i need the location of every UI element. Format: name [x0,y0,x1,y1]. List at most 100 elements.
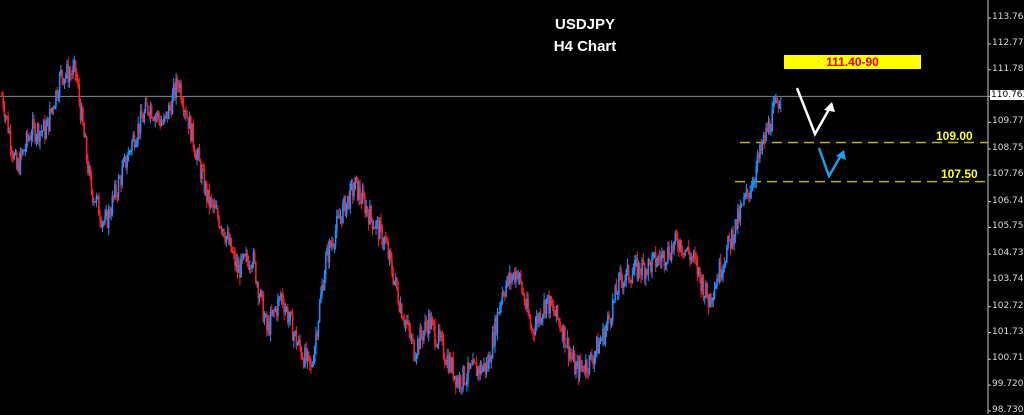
candle-body [458,376,461,387]
candle-body [464,383,467,385]
candle-body [443,357,446,363]
candle-body [567,337,570,359]
y-tick-label: 108.750 [992,143,1024,153]
candle-body [381,225,383,245]
candle-body [318,302,321,322]
candle-body [733,237,735,246]
chart-subtitle: H4 Chart [553,38,617,55]
candle-body [618,274,620,295]
blue-arrowhead [836,150,846,160]
candle-body [9,131,12,150]
candle-body [2,95,5,108]
candle-body [133,135,136,147]
candle-body [193,146,196,155]
candle-body [533,333,536,335]
candle-body [571,355,574,360]
candle-body [401,304,403,318]
candle-body [197,149,200,154]
candle-body [473,359,475,363]
candle-body [50,108,52,112]
white-projection-arrow [795,87,834,137]
candle-body [696,260,699,275]
candle-body [4,115,7,118]
candle-body [685,249,688,251]
candle-body [599,340,602,343]
candle-body [285,307,288,310]
candle-body [724,262,727,266]
candle-body [47,117,50,131]
candle-body [328,241,331,263]
candle-body [625,269,628,281]
candle-body [333,245,336,247]
candle-body [100,220,103,227]
candle-body [440,335,442,338]
candle-body [767,121,770,132]
candle-body [467,362,469,381]
candle-body [451,358,453,372]
candle-body [286,307,289,322]
candle-body [397,288,399,303]
candle-body [359,186,361,199]
candle-body [131,141,133,151]
candle-body [159,119,162,126]
candle-body [3,107,6,118]
candle-body [273,309,276,312]
candle-body [732,230,734,246]
candle-body [594,351,597,357]
candle-body [313,346,316,362]
candle-body [17,160,19,170]
candle-body [180,83,182,100]
candle-body [546,295,549,299]
candle-body [55,90,57,107]
candle-body [423,330,425,341]
candle-body [79,101,82,121]
candle-body [203,169,206,193]
candle-body [629,280,631,282]
candle-body [293,333,295,341]
candle-body [345,202,348,216]
candle-body [393,280,396,285]
candle-body [234,252,236,267]
candle-body [404,320,407,325]
candle-body [208,189,211,207]
candle-body [37,124,40,142]
candle-body [470,364,473,366]
candle-body [560,328,563,330]
candle-body [360,198,363,204]
candle-body [640,273,642,276]
candle-body [437,329,440,345]
y-tick-label: 113.760 [992,12,1024,22]
candle-body [241,255,244,259]
candle-body [611,300,614,321]
chart-title: USDJPY [554,16,616,33]
y-tick-label: 103.740 [992,274,1024,284]
candle-body [622,282,625,288]
candle-body [544,300,547,315]
candle-body [726,247,728,263]
candle-body [372,227,375,229]
candle-body [198,149,201,162]
candle-body [684,249,686,256]
candle-body [348,195,350,209]
candle-body [338,215,341,219]
candle-body [91,190,94,202]
candle-body [604,330,607,345]
candle-body [302,358,305,367]
candle-body [597,337,599,354]
candle-body [275,308,278,316]
candle-body [277,299,279,316]
candle-body [776,97,778,104]
candle-body [107,208,110,228]
candle-body [72,65,74,75]
candle-body [190,116,192,142]
y-tick-label: 98.730 [992,405,1024,415]
candle-body [410,337,413,339]
candle-body [23,149,25,152]
candle-body [593,356,596,365]
candle-body [694,252,696,258]
candle-body [351,183,354,197]
candle-body [661,254,663,262]
candle-body [549,296,552,314]
candle-body [218,217,220,228]
